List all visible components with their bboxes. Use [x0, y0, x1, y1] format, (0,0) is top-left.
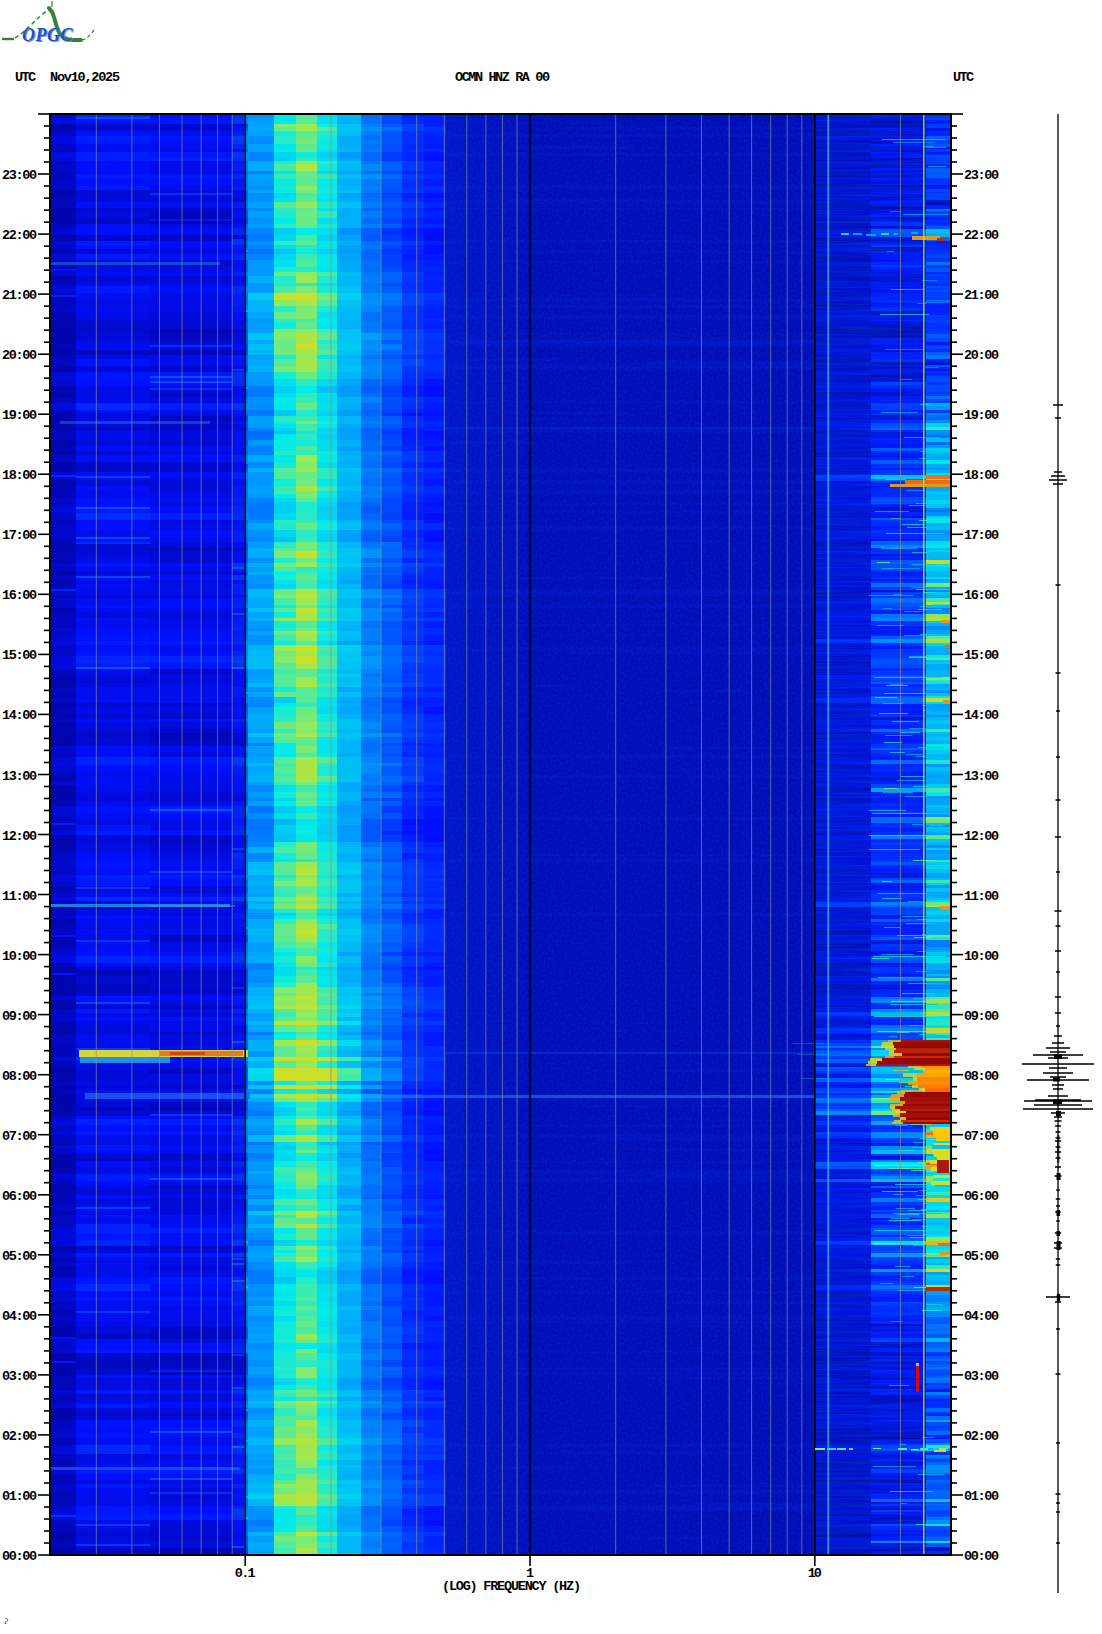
- svg-text:08:00: 08:00: [2, 1069, 37, 1084]
- svg-text:18:00: 18:00: [2, 468, 37, 483]
- svg-text:11:00: 11:00: [2, 889, 37, 904]
- svg-text:03:00: 03:00: [964, 1369, 999, 1384]
- svg-text:04:00: 04:00: [964, 1309, 999, 1324]
- svg-text:00:00: 00:00: [2, 1549, 37, 1564]
- svg-text:14:00: 14:00: [964, 708, 999, 723]
- svg-text:05:00: 05:00: [2, 1249, 37, 1264]
- svg-text:21:00: 21:00: [964, 288, 999, 303]
- svg-text:16:00: 16:00: [964, 588, 999, 603]
- svg-text:02:00: 02:00: [964, 1429, 999, 1444]
- svg-text:18:00: 18:00: [964, 468, 999, 483]
- svg-text:UTC: UTC: [953, 70, 974, 85]
- svg-text:06:00: 06:00: [964, 1189, 999, 1204]
- svg-text:15:00: 15:00: [2, 648, 37, 663]
- svg-text:03:00: 03:00: [2, 1369, 37, 1384]
- svg-text:15:00: 15:00: [964, 648, 999, 663]
- svg-text:10: 10: [808, 1566, 822, 1581]
- svg-text:00:00: 00:00: [964, 1549, 999, 1564]
- svg-text:0.1: 0.1: [235, 1566, 256, 1581]
- svg-text:09:00: 09:00: [964, 1009, 999, 1024]
- svg-text:08:00: 08:00: [964, 1069, 999, 1084]
- svg-text:23:00: 23:00: [964, 168, 999, 183]
- svg-text:22:00: 22:00: [2, 228, 37, 243]
- svg-text:22:00: 22:00: [964, 228, 999, 243]
- svg-text:14:00: 14:00: [2, 708, 37, 723]
- svg-text:09:00: 09:00: [2, 1009, 37, 1024]
- svg-text:13:00: 13:00: [964, 769, 999, 784]
- svg-text:21:00: 21:00: [2, 288, 37, 303]
- svg-text:20:00: 20:00: [964, 348, 999, 363]
- svg-text:ʔ: ʔ: [3, 1616, 8, 1626]
- svg-text:12:00: 12:00: [964, 829, 999, 844]
- svg-text:05:00: 05:00: [964, 1249, 999, 1264]
- svg-text:12:00: 12:00: [2, 829, 37, 844]
- svg-text:07:00: 07:00: [964, 1129, 999, 1144]
- svg-text:UTC: UTC: [15, 70, 36, 85]
- svg-text:17:00: 17:00: [2, 528, 37, 543]
- svg-text:(LOG) FREQUENCY (HZ): (LOG) FREQUENCY (HZ): [442, 1579, 581, 1594]
- svg-text:10:00: 10:00: [964, 949, 999, 964]
- svg-text:20:00: 20:00: [2, 348, 37, 363]
- svg-text:01:00: 01:00: [964, 1489, 999, 1504]
- svg-text:06:00: 06:00: [2, 1189, 37, 1204]
- svg-text:01:00: 01:00: [2, 1489, 37, 1504]
- svg-text:23:00: 23:00: [2, 168, 37, 183]
- svg-text:19:00: 19:00: [2, 408, 37, 423]
- svg-text:OCMN HNZ RA 00: OCMN HNZ RA 00: [455, 70, 550, 85]
- svg-text:19:00: 19:00: [964, 408, 999, 423]
- svg-text:11:00: 11:00: [964, 889, 999, 904]
- svg-text:OPGC: OPGC: [22, 25, 73, 45]
- svg-text:17:00: 17:00: [964, 528, 999, 543]
- svg-text:16:00: 16:00: [2, 588, 37, 603]
- svg-text:02:00: 02:00: [2, 1429, 37, 1444]
- svg-text:04:00: 04:00: [2, 1309, 37, 1324]
- svg-text:13:00: 13:00: [2, 769, 37, 784]
- svg-text:10:00: 10:00: [2, 949, 37, 964]
- svg-text:Nov10,2025: Nov10,2025: [50, 70, 120, 85]
- svg-text:07:00: 07:00: [2, 1129, 37, 1144]
